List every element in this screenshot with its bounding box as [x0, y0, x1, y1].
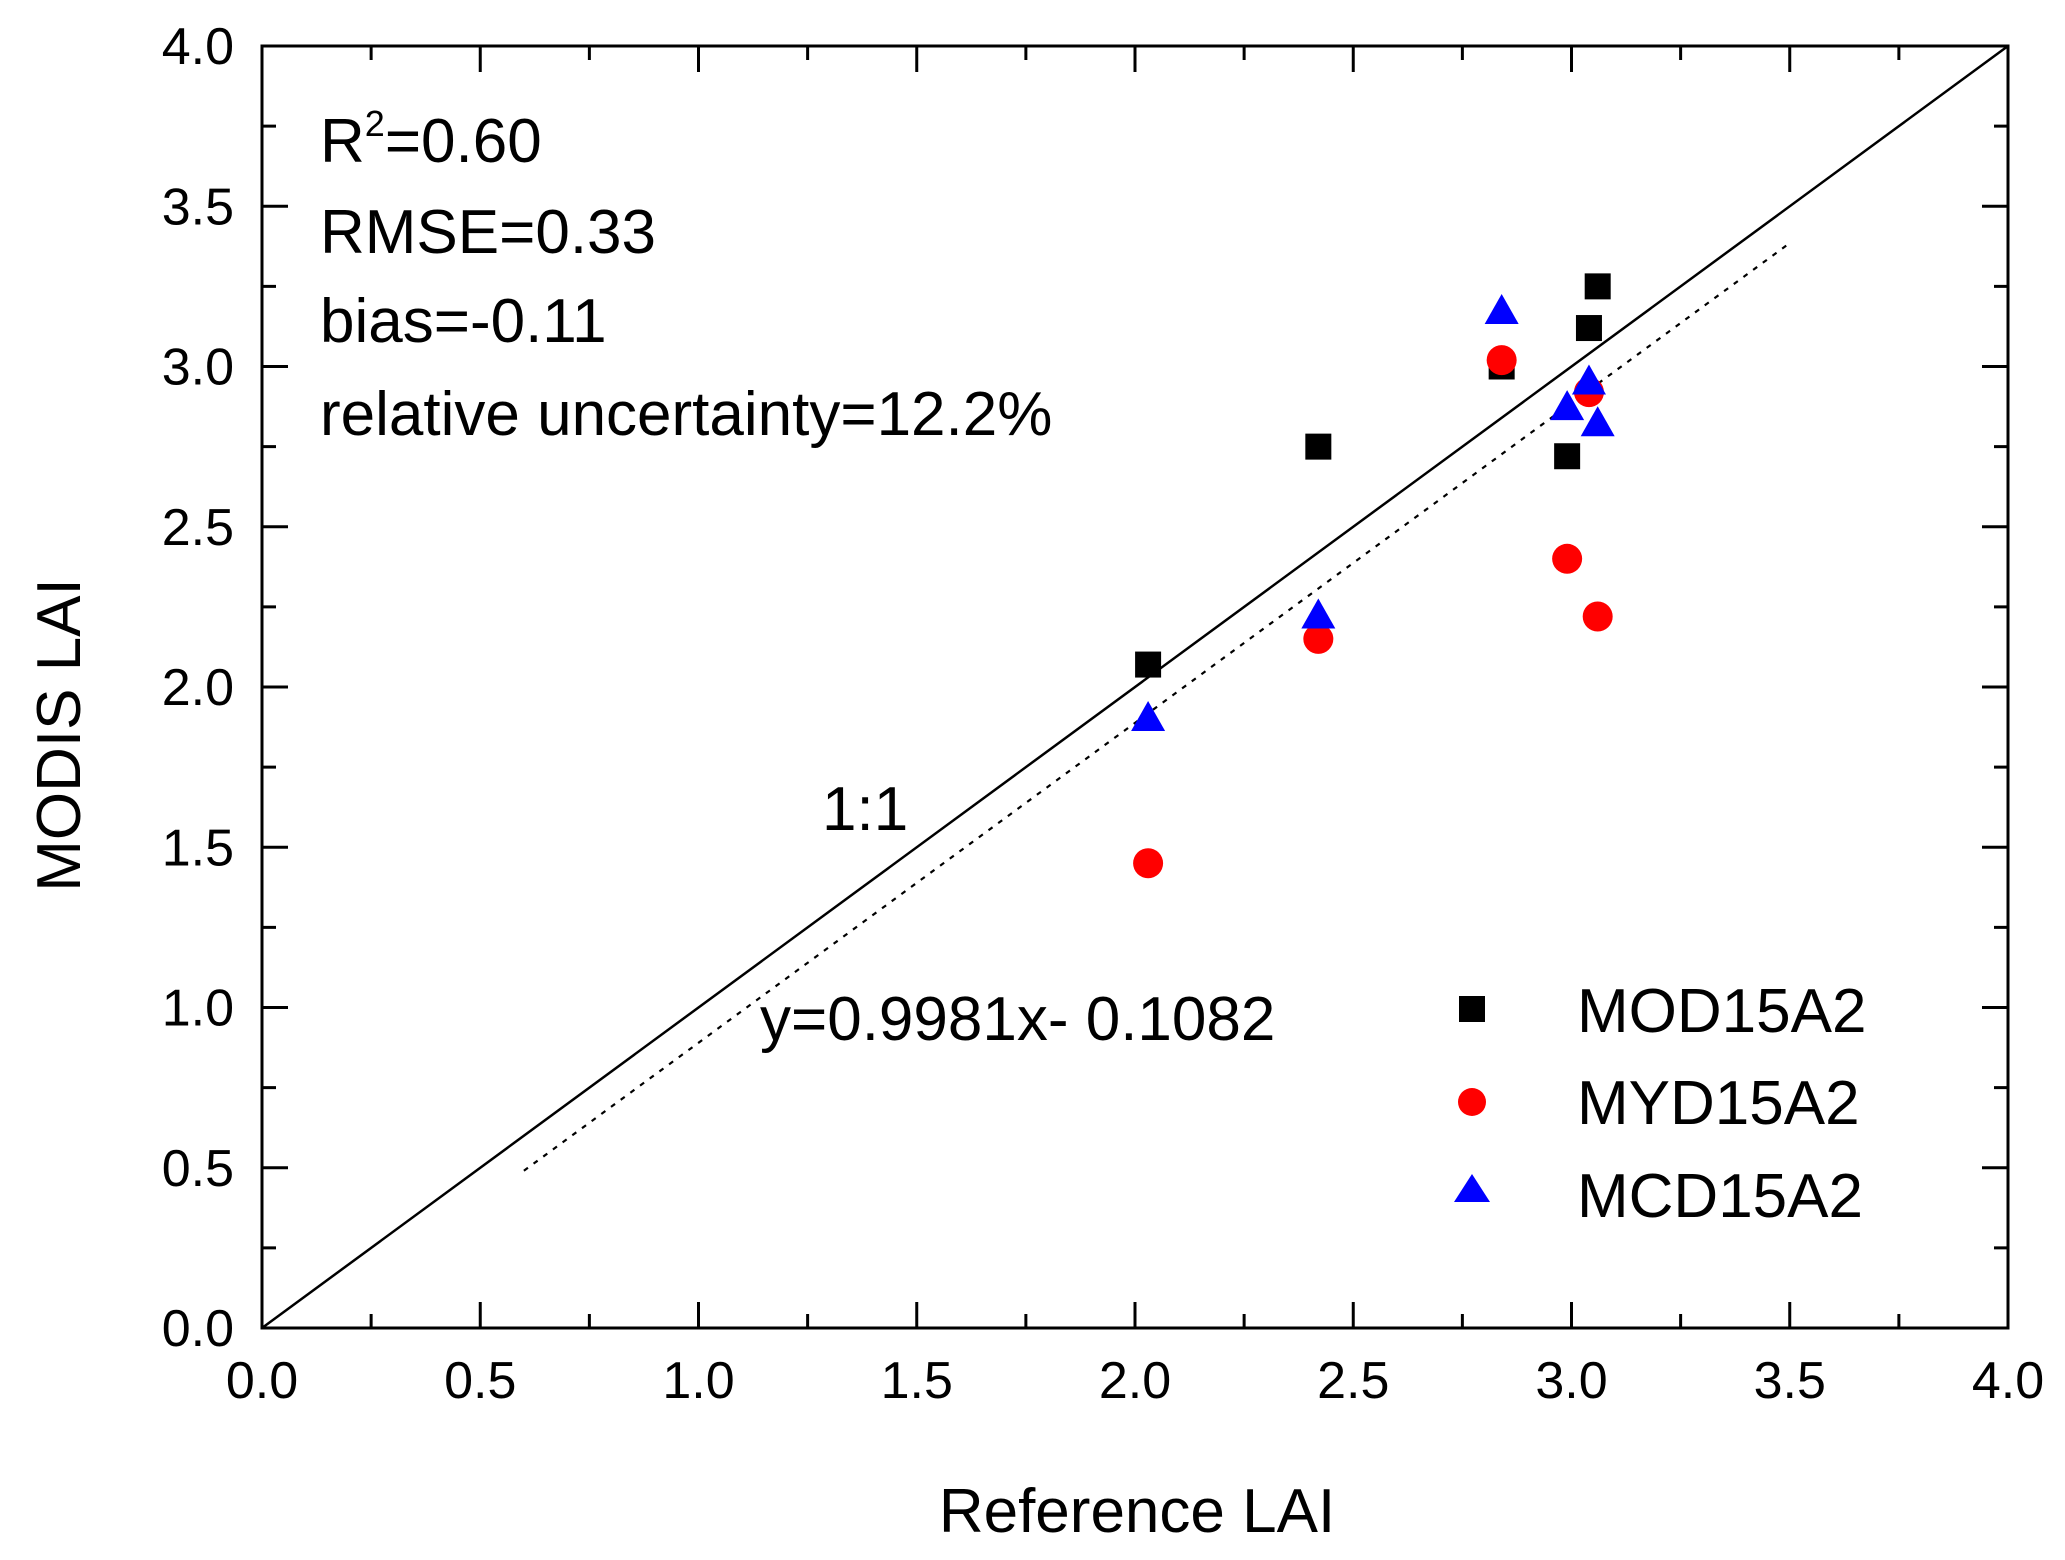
- x-tick-label: 2.0: [1099, 1352, 1171, 1410]
- r-squared-superscript: 2: [365, 103, 385, 144]
- axis-ticks: 0.0 0.5 1.0 1.5 2.0 2.5 3.0 3.5 4.0 0.0 0.5 1.0 1.5 2…: [162, 18, 2044, 1410]
- legend-marker-mcd15a2: [1454, 1174, 1490, 1202]
- legend-label-mcd15a2: MCD15A2: [1577, 1162, 1863, 1231]
- y-tick-label: 0.0: [162, 1300, 234, 1358]
- x-tick-label: 4.0: [1972, 1352, 2044, 1410]
- y-tick-label: 4.0: [162, 18, 234, 76]
- point-myd15a2: [1303, 623, 1334, 654]
- point-mod15a2: [1305, 433, 1332, 460]
- x-tick-label: 2.5: [1317, 1352, 1389, 1410]
- x-tick-label: 3.0: [1535, 1352, 1607, 1410]
- rmse-stat: RMSE=0.33: [320, 198, 656, 267]
- x-tick-label: 1.5: [881, 1352, 953, 1410]
- point-mcd15a2: [1131, 701, 1166, 732]
- fit-equation-label: y=0.9981x- 0.1082: [760, 985, 1275, 1054]
- x-tick-label: 3.5: [1754, 1352, 1826, 1410]
- r-squared-value: =0.60: [385, 107, 542, 176]
- legend-marker-myd15a2: [1458, 1088, 1486, 1116]
- y-tick-label: 1.0: [162, 980, 234, 1038]
- reference-lines: [261, 44, 2009, 1330]
- regression-fit-line: [523, 242, 1791, 1172]
- y-tick-label: 3.5: [162, 178, 234, 236]
- uncertainty-stat: relative uncertainty=12.2%: [320, 380, 1052, 449]
- r-squared-stat: R2=0.60: [320, 103, 542, 176]
- point-mcd15a2: [1550, 390, 1585, 421]
- legend-label-myd15a2: MYD15A2: [1577, 1069, 1860, 1138]
- point-myd15a2: [1582, 601, 1613, 632]
- y-tick-label: 2.5: [162, 499, 234, 557]
- r-squared-prefix: R: [320, 107, 365, 176]
- x-tick-label: 1.0: [662, 1352, 734, 1410]
- point-mcd15a2: [1301, 598, 1336, 629]
- y-tick-label: 0.5: [162, 1140, 234, 1198]
- point-myd15a2: [1133, 848, 1164, 879]
- point-mod15a2: [1575, 315, 1602, 342]
- x-tick-label: 0.5: [444, 1352, 516, 1410]
- x-tick-label: 0.0: [226, 1352, 298, 1410]
- point-mcd15a2: [1580, 406, 1615, 437]
- point-mod15a2: [1135, 651, 1162, 678]
- point-mod15a2: [1584, 273, 1611, 300]
- y-tick-label: 2.0: [162, 659, 234, 717]
- legend-label-mod15a2: MOD15A2: [1577, 977, 1866, 1046]
- y-axis-title: MODIS LAI: [25, 578, 94, 892]
- point-mod15a2: [1554, 443, 1581, 470]
- bias-stat: bias=-0.11: [320, 287, 607, 356]
- y-tick-label: 1.5: [162, 819, 234, 877]
- data-points: [1131, 273, 1615, 879]
- y-tick-label: 3.0: [162, 339, 234, 397]
- point-mcd15a2: [1484, 294, 1519, 325]
- point-myd15a2: [1486, 345, 1517, 376]
- legend-marker-mod15a2: [1459, 996, 1485, 1022]
- point-myd15a2: [1552, 543, 1583, 574]
- point-mcd15a2: [1571, 364, 1606, 395]
- one-to-one-line: [261, 44, 2009, 1330]
- one-to-one-label: 1:1: [822, 775, 908, 844]
- x-axis-title: Reference LAI: [939, 1477, 1335, 1546]
- legend: MOD15A2 MYD15A2 MCD15A2: [1454, 977, 1866, 1231]
